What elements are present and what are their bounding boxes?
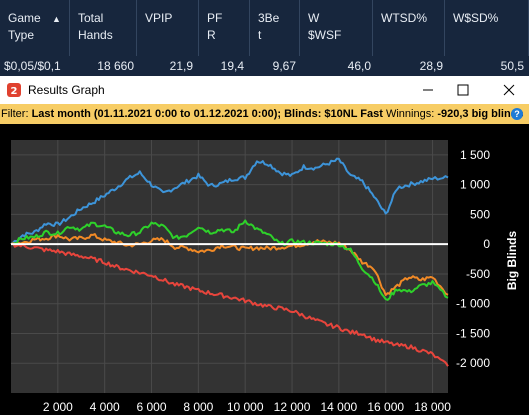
window-title: Results Graph: [28, 83, 105, 97]
column-header-label: WTSD%: [381, 11, 427, 25]
column-header-label: 3Be t: [258, 11, 280, 42]
y-tick-label: -1 000: [456, 297, 490, 311]
series-line-orange: [10, 233, 449, 296]
column-header[interactable]: 3Be t: [250, 0, 300, 56]
column-header[interactable]: PF R: [199, 0, 250, 56]
x-tick-label: 6 000: [136, 400, 166, 414]
x-tick-label: 10 000: [227, 400, 264, 414]
series-line-red: [10, 242, 449, 367]
x-tick-label: 4 000: [90, 400, 120, 414]
help-icon[interactable]: ?: [511, 108, 523, 120]
column-header-label: Game Type: [8, 11, 41, 42]
table-cell: $0,05/$0,1: [4, 59, 61, 73]
winnings-value: -920,3 big blinds: [437, 108, 524, 120]
svg-text:2: 2: [11, 86, 18, 97]
y-tick-label: 1 000: [460, 178, 490, 192]
close-icon: [503, 84, 515, 96]
results-graph: 1 500 1 000 500 0 -500 -1 000 -1 500 -2 000 2 00…: [0, 124, 529, 415]
column-header[interactable]: VPIP: [137, 0, 199, 56]
minimize-button[interactable]: [409, 76, 449, 104]
filter-bar: Filter: Last month (01.11.2021 0:00 to 0…: [0, 104, 529, 124]
column-header-label: Total Hands: [78, 11, 113, 42]
winnings-label: Winnings:: [385, 108, 435, 120]
x-tick-label: 16 000: [367, 400, 404, 414]
table-cell: 9,67: [272, 59, 296, 73]
y-tick-label: -1 500: [456, 326, 490, 340]
table-cell: 21,9: [169, 59, 193, 73]
y-tick-label: 500: [470, 207, 490, 221]
minimize-icon: [423, 89, 433, 91]
column-header-label: PF R: [207, 11, 223, 42]
plot-area: [11, 140, 448, 393]
filter-value: Last month (01.11.2021 0:00 to 01.12.202…: [31, 108, 383, 120]
y-tick-label: -2 000: [456, 356, 490, 370]
table-cell: 19,4: [220, 59, 244, 73]
y-tick-label: -500: [466, 267, 490, 281]
window-title-bar: 2 Results Graph: [0, 76, 529, 104]
table-cell: 46,0: [347, 59, 371, 73]
x-tick-label: 2 000: [43, 400, 73, 414]
x-tick-label: 14 000: [321, 400, 358, 414]
maximize-icon: [457, 84, 469, 96]
maximize-button[interactable]: [443, 76, 483, 104]
table-cell: 50,5: [500, 59, 524, 73]
y-tick-label: 1 500: [460, 148, 490, 162]
y-axis-title: Big Blinds: [505, 231, 519, 291]
column-header-label: W $WSF: [308, 11, 342, 42]
column-header-label: VPIP: [145, 11, 173, 25]
graph-svg: 1 500 1 000 500 0 -500 -1 000 -1 500 -2 000 2 00…: [10, 140, 519, 414]
column-header[interactable]: W $WSF: [300, 0, 373, 56]
table-cell: 28,9: [419, 59, 443, 73]
x-tick-label: 8 000: [183, 400, 213, 414]
close-button[interactable]: [489, 76, 529, 104]
x-tick-label: 12 000: [274, 400, 311, 414]
table-cell: 18 660: [97, 59, 134, 73]
column-header[interactable]: Game Type ▲: [0, 0, 70, 56]
column-header[interactable]: W$SD%: [445, 0, 529, 56]
column-header[interactable]: WTSD%: [373, 0, 445, 56]
column-header-label: W$SD%: [453, 11, 499, 25]
x-tick-label: 18 000: [414, 400, 451, 414]
column-header[interactable]: Total Hands: [70, 0, 137, 56]
series-line-green: [10, 219, 449, 301]
sort-ascending-icon: ▲: [52, 14, 61, 24]
y-tick-label: 0: [483, 237, 490, 251]
filter-label: Filter:: [1, 108, 29, 120]
series-line-blue: [10, 157, 449, 245]
stats-table: Game Type ▲ Total Hands VPIP PF R 3Be t W $WSF…: [0, 0, 529, 76]
app-logo-icon: 2: [7, 83, 21, 97]
